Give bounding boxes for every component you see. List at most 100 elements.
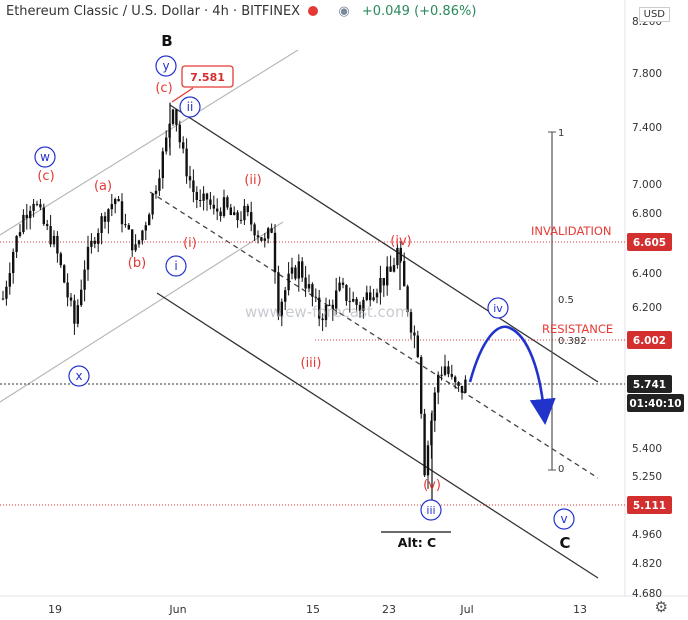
candle-body	[83, 269, 86, 290]
currency-label[interactable]: USD	[638, 7, 670, 22]
price-label-text: 6.002	[633, 335, 666, 347]
candle-body	[134, 244, 137, 251]
candle-body	[341, 282, 345, 285]
candle-body	[76, 305, 79, 324]
price-label-box	[627, 394, 684, 412]
candle-body	[15, 236, 18, 252]
candle-body	[165, 137, 168, 152]
candle-body	[382, 278, 385, 286]
settings-gear-icon[interactable]: ⚙	[654, 598, 668, 616]
wave-label-ii: ii	[187, 100, 194, 114]
candle-body	[216, 208, 219, 212]
candle-body	[66, 282, 69, 298]
wave-circle-i	[165, 255, 187, 277]
high-callout-text: 7.581	[190, 71, 225, 84]
fib-label-0382: 0.382	[558, 336, 587, 347]
candle-body	[318, 297, 321, 319]
candle-body	[158, 178, 161, 191]
high-callout-pointer	[171, 87, 194, 103]
candle-body	[100, 216, 103, 233]
x-tick-label: 23	[382, 603, 396, 616]
candle-body	[148, 214, 151, 226]
price-label-text: 6.605	[633, 237, 666, 249]
candle-body	[182, 142, 185, 149]
candle-body	[345, 284, 348, 301]
candle-body	[413, 332, 416, 336]
candle-body	[42, 207, 45, 225]
candle-body	[304, 277, 307, 289]
candle-body	[307, 284, 311, 289]
eye-icon[interactable]: ◉	[338, 4, 350, 19]
candle-body	[362, 299, 365, 311]
candle-body	[90, 240, 93, 247]
candle-body	[294, 267, 297, 279]
candle-body	[137, 240, 141, 245]
candle-body	[280, 301, 283, 317]
candle-body	[328, 304, 331, 306]
label-invalidation: INVALIDATION	[531, 224, 612, 238]
candle-body	[195, 192, 198, 200]
candle-body	[420, 357, 423, 414]
y-tick-label: 6.200	[632, 302, 662, 314]
symbol-title[interactable]: Ethereum Classic / U.S. Dollar · 4h · BI…	[6, 4, 301, 19]
candle-body	[409, 312, 413, 333]
candle-body	[277, 272, 280, 317]
candle-body	[437, 374, 440, 393]
wave-label-b-red: (b)	[128, 256, 146, 271]
wave-circle-v	[553, 508, 575, 530]
y-tick-label: 7.400	[632, 122, 662, 134]
price-label-box	[627, 375, 672, 393]
candle-body	[175, 109, 178, 125]
wave-circle-iii	[420, 499, 442, 521]
candle-body	[199, 200, 202, 201]
wave-label-i-red: (i)	[183, 236, 197, 251]
candle-body	[321, 318, 324, 321]
candle-body	[178, 124, 181, 143]
y-tick-label: 4.960	[632, 529, 662, 541]
candle-body	[226, 197, 229, 208]
candle-body	[423, 413, 426, 476]
candle-body	[127, 225, 130, 230]
high-callout: 7.581	[171, 65, 234, 103]
price-label-text: 5.741	[633, 379, 666, 391]
price-labels: 6.605 6.002 5.741 01:40:10 5.111	[627, 233, 684, 514]
candle-body	[205, 193, 209, 200]
candle-body	[209, 199, 212, 205]
candle-body	[311, 284, 314, 297]
candle-body	[454, 376, 457, 383]
candle-body	[457, 382, 460, 386]
candle-body	[32, 203, 35, 211]
candle-body	[52, 235, 56, 245]
candle-body	[365, 292, 368, 300]
price-label-box	[627, 233, 672, 251]
falling-channel-median-line	[149, 191, 599, 479]
candle-body	[151, 193, 154, 215]
candle-body	[243, 205, 246, 221]
candle-body	[120, 201, 124, 225]
candle-body	[246, 205, 249, 213]
wave-label-c-left: (c)	[37, 169, 54, 184]
candle-body	[69, 297, 73, 301]
wave-label-c: C	[559, 534, 570, 552]
x-axis-ticks: 19 Jun 15 23 Jul 13	[48, 603, 587, 616]
wave-label-c-top: (c)	[155, 81, 172, 96]
wave-circle-x	[68, 365, 90, 387]
candle-body	[426, 445, 430, 476]
candle-body	[314, 296, 317, 298]
candle-body	[403, 261, 406, 287]
candle-body	[56, 235, 59, 254]
candle-body	[188, 176, 192, 181]
candle-body	[399, 247, 402, 261]
wave-label-iii: iii	[426, 504, 435, 517]
horizontal-levels	[0, 241, 625, 506]
candle-body	[25, 214, 28, 219]
candle-body	[229, 207, 232, 215]
wave-label-iv: iv	[493, 302, 503, 315]
candle-body	[22, 214, 25, 233]
candle-body	[297, 261, 300, 279]
high-callout-box	[181, 65, 234, 88]
price-label-text: 5.111	[633, 500, 666, 512]
y-tick-label: 6.800	[632, 208, 662, 220]
wave-label-v-red: (v)	[423, 478, 441, 493]
